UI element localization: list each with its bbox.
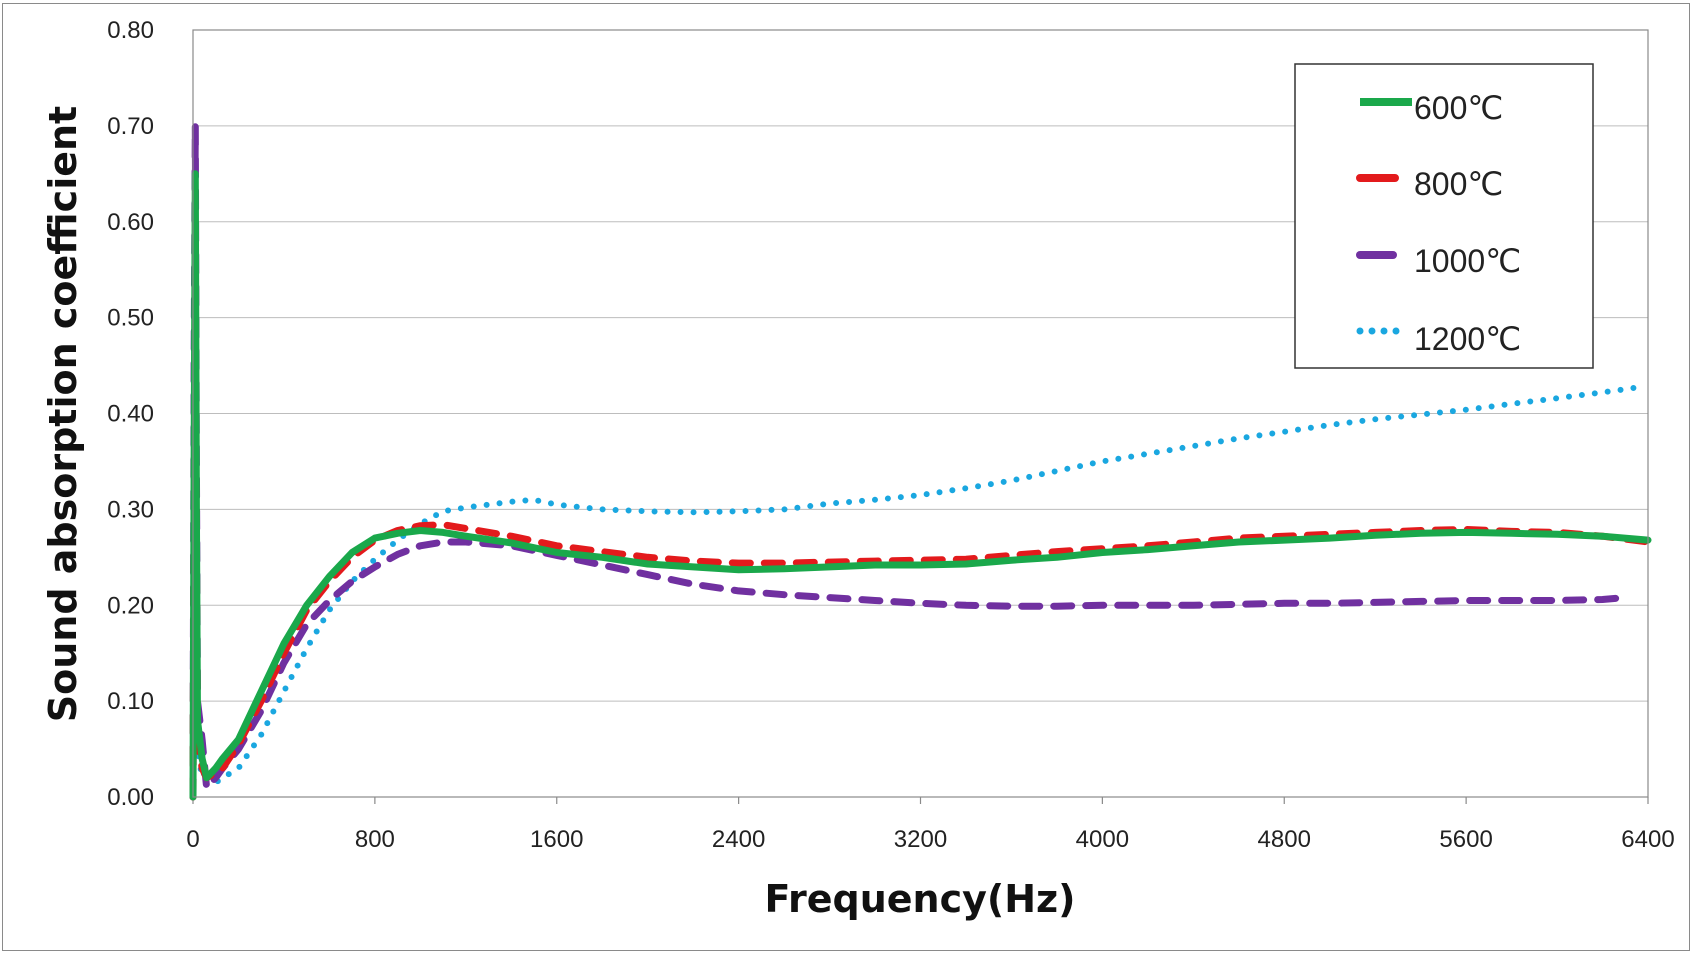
plot-area-border (192, 29, 1649, 798)
y-tick-label: 0.50 (107, 305, 154, 332)
x-tick-label: 0 (186, 826, 199, 853)
x-tick-label: 4800 (1258, 826, 1311, 853)
y-tick-label: 0.10 (107, 688, 154, 715)
x-tick-label: 4000 (1076, 826, 1129, 853)
y-tick-labels: 0.00 0.10 0.20 0.30 0.40 0.50 0.60 0.70 0.80 (107, 17, 154, 811)
series-line-0 (189, 170, 1652, 801)
x-axis-title: Frequency(Hz) (764, 877, 1075, 921)
series-line-1 (189, 314, 1652, 801)
legend-box (1294, 63, 1594, 369)
series-line-3 (190, 266, 1640, 800)
x-tick-label: 800 (355, 826, 395, 853)
x-tick-label: 3200 (894, 826, 947, 853)
series-line-2 (189, 122, 1629, 801)
legend-item-1200: 1200℃ (1356, 321, 1521, 357)
x-tick-labels: 0 800 1600 2400 3200 4000 4800 5600 6400 (186, 797, 1675, 853)
legend-item-1000: 1000℃ (1356, 243, 1521, 279)
legend-label-600: 600℃ (1414, 90, 1503, 126)
y-tick-label: 0.80 (107, 17, 154, 44)
x-tick-label: 1600 (530, 826, 583, 853)
series-layer (189, 122, 1652, 801)
y-tick-label: 0.20 (107, 592, 154, 619)
legend-label-1000: 1000℃ (1414, 243, 1521, 279)
y-axis-title: Sound absorption coefficient (41, 106, 85, 722)
x-tick-label: 2400 (712, 826, 765, 853)
y-tick-label: 0.00 (107, 784, 154, 811)
y-tick-label: 0.30 (107, 496, 154, 523)
legend-label-800: 800℃ (1414, 166, 1503, 202)
y-tick-label: 0.40 (107, 401, 154, 428)
x-tick-label: 5600 (1439, 826, 1492, 853)
y-tick-label: 0.70 (107, 113, 154, 140)
legend-item-800: 800℃ (1356, 166, 1503, 202)
x-tick-label: 6400 (1621, 826, 1674, 853)
y-tick-label: 0.60 (107, 209, 154, 236)
legend: 600℃ 800℃ 1000℃ 1200℃ (1294, 63, 1594, 369)
legend-item-600: 600℃ (1360, 90, 1503, 126)
legend-label-1200: 1200℃ (1414, 321, 1521, 357)
